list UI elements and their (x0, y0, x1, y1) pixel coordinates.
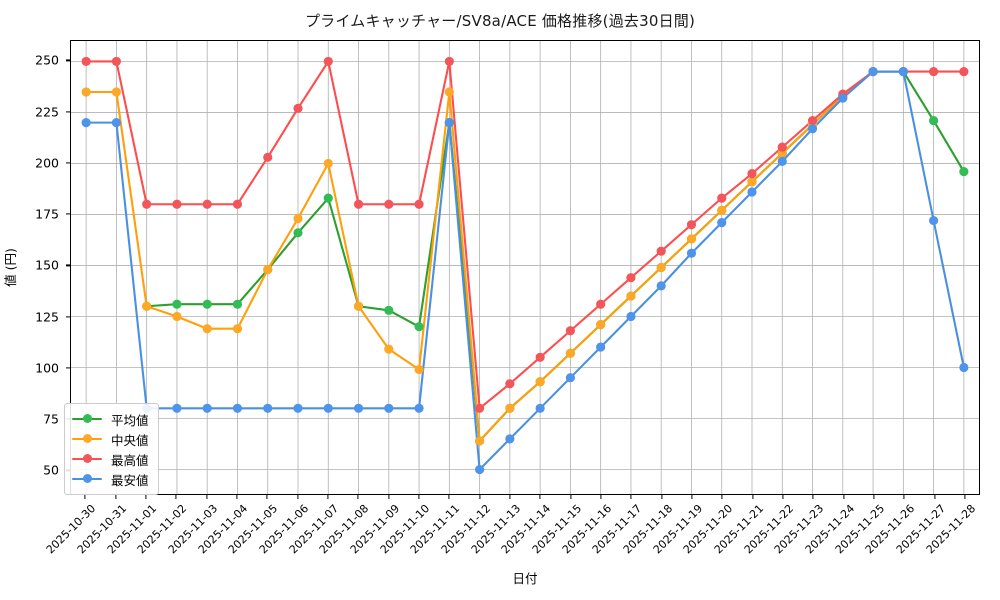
plot-area (70, 40, 980, 495)
x-axis-tick-mark (691, 495, 693, 499)
x-axis-label: 日付 (512, 571, 538, 586)
x-axis-tick-mark (812, 495, 814, 499)
y-axis-tick-label: 150 (35, 257, 59, 273)
x-axis-tick-mark (327, 495, 329, 499)
x-axis-tick-mark (933, 495, 936, 499)
x-axis-tick-mark (569, 495, 572, 499)
legend-item-label: 中央値 (111, 432, 149, 448)
x-axis-tick-mark (418, 495, 420, 499)
x-axis-tick-mark (782, 495, 784, 499)
y-axis-tick-mark (66, 59, 70, 62)
x-axis-tick-mark (236, 495, 238, 499)
legend-item-label: 平均値 (111, 412, 149, 428)
x-axis-tick-mark (205, 495, 208, 499)
x-axis-tick-mark (721, 495, 723, 499)
x-axis-tick-mark (660, 495, 663, 499)
legend-item[interactable]: 最安値 (72, 469, 149, 489)
x-axis-tick-mark (145, 495, 147, 499)
y-axis-tick-label: 50 (43, 462, 59, 478)
x-axis-tick-mark (539, 495, 541, 499)
legend-swatch-icon (72, 453, 102, 465)
x-axis-ticks: 2025-10-30 2025-10-31 2025-11-01 2025-11-02… (44, 495, 980, 595)
x-axis-tick-mark (600, 495, 602, 499)
y-axis-tick-mark (66, 162, 70, 164)
y-axis-tick-label: 225 (35, 104, 59, 120)
x-axis-tick-mark (448, 495, 450, 499)
data-series-layer (81, 56, 969, 475)
legend-item[interactable]: 中央値 (72, 429, 149, 449)
x-axis-tick-mark (873, 495, 875, 499)
y-axis-tick-label: 250 (35, 52, 59, 68)
y-axis-tick-mark (66, 316, 70, 318)
x-axis-tick-mark (964, 495, 966, 499)
chart-legend[interactable]: 平均値 中央値 最高値 最安値 (64, 403, 159, 495)
x-axis-tick-mark (630, 495, 632, 499)
legend-item-label: 最高値 (111, 452, 149, 468)
x-axis-tick-mark (357, 495, 359, 499)
legend-item-label: 最安値 (111, 472, 149, 488)
x-axis-tick-mark (84, 495, 86, 499)
x-axis-tick-mark (114, 495, 117, 499)
x-axis-tick-mark (903, 495, 905, 499)
legend-swatch-icon (72, 473, 102, 485)
x-axis-tick-mark (478, 495, 481, 499)
x-axis-tick-mark (509, 495, 511, 499)
y-axis-tick-label: 75 (43, 411, 59, 427)
y-axis-ticks: 50 75 100 125 150 175 200 225 250 (0, 40, 70, 495)
page-title: プライムキャッチャー/SV8a/ACE 価格推移(過去30日間) (304, 12, 696, 30)
y-axis-tick-label: 175 (35, 206, 59, 222)
x-axis-tick-mark (266, 495, 268, 499)
x-axis-tick-mark (175, 495, 177, 499)
legend-item[interactable]: 最高値 (72, 449, 149, 469)
y-axis-tick-mark (66, 264, 70, 267)
y-axis-tick-label: 200 (35, 155, 59, 171)
legend-item[interactable]: 平均値 (72, 409, 149, 429)
y-axis-tick-label: 125 (35, 309, 59, 325)
x-axis-tick-mark (842, 495, 845, 499)
x-axis-tick-mark (751, 495, 754, 499)
y-axis-tick-mark (66, 111, 70, 113)
y-axis-tick-mark (66, 213, 70, 215)
y-axis-tick-mark (66, 367, 70, 369)
y-axis-tick-label: 100 (35, 360, 59, 376)
x-axis-tick-mark (387, 495, 390, 499)
legend-swatch-icon (72, 433, 102, 445)
legend-swatch-icon (72, 413, 102, 425)
x-axis-tick-mark (296, 495, 299, 499)
